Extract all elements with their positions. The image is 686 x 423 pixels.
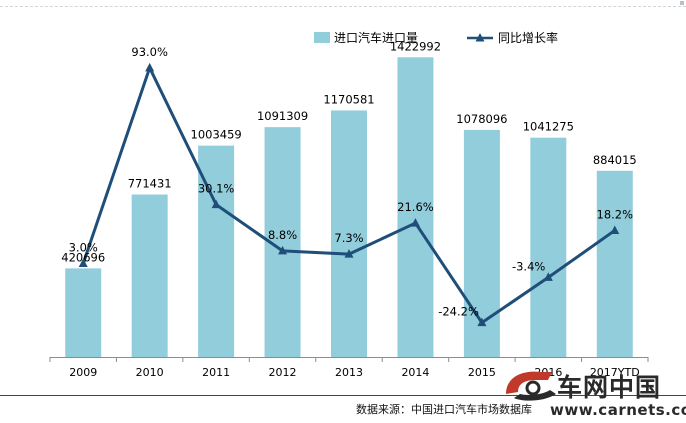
growth-marker-2011 [211, 199, 221, 209]
x-tick-label-2013: 2013 [335, 366, 363, 379]
carnets-logo-name: 车网中国 [557, 373, 662, 402]
x-tick-label-2015: 2015 [468, 366, 496, 379]
x-tick-label-2012: 2012 [269, 366, 297, 379]
bar-2014 [397, 57, 434, 357]
growth-marker-2009 [78, 258, 88, 268]
top-rule [0, 6, 686, 7]
bar-2009 [65, 268, 102, 357]
growth-rate-label: 3.0% [69, 241, 98, 255]
bar-value-label: 1041275 [523, 120, 574, 134]
bottom-rule [0, 395, 686, 396]
corner-marker [680, 1, 684, 5]
growth-marker-2017YTD [610, 225, 620, 234]
chart-plot: 200920102011201220132014201520162017YTD … [49, 30, 649, 379]
carnets-logo-mark [506, 371, 556, 401]
bar-value-label: 1422992 [390, 39, 441, 53]
growth-marker-2015 [477, 317, 487, 327]
x-tick-label-2010: 2010 [136, 366, 164, 379]
growth-marker-2012 [278, 245, 288, 255]
growth-marker-2016 [543, 272, 553, 281]
legend-swatch-volume [314, 32, 330, 43]
bar-value-label: 1078096 [456, 112, 507, 126]
bar-value-label: 1170581 [323, 92, 374, 106]
growth-rate-label: -3.4% [512, 259, 545, 273]
bar-2013 [331, 110, 367, 357]
growth-marker-2013 [344, 249, 354, 258]
bar-2010 [131, 194, 168, 357]
growth-rate-label: 30.1% [198, 182, 235, 196]
bar-2017YTD [596, 170, 633, 357]
growth-rate-label: 18.2% [597, 207, 634, 221]
x-tick-label-2017YTD: 2017YTD [590, 366, 640, 379]
bar-value-label: 771431 [128, 177, 172, 191]
growth-rate-label: 8.8% [268, 228, 297, 242]
growth-marker-2010 [145, 62, 155, 72]
carnets-logo-url: www.carnets.com [550, 401, 686, 419]
legend-label-growth: 同比增长率 [498, 30, 558, 45]
legend-marker-growth [475, 33, 485, 42]
growth-rate-label: -24.2% [438, 305, 479, 319]
bar-2016 [530, 137, 567, 357]
bar-value-label: 1091309 [257, 109, 308, 123]
growth-marker-2014 [410, 218, 420, 227]
growth-rate-label: 93.0% [131, 45, 168, 59]
bar-value-label: 420696 [61, 250, 105, 264]
x-tick-label-2009: 2009 [69, 366, 97, 379]
growth-rate-label: 21.6% [397, 200, 434, 214]
bar-value-label: 884015 [593, 153, 637, 167]
legend-label-volume: 进口汽车进口量 [334, 30, 418, 45]
carnets-logo[interactable]: 车网中国 www.carnets.com [500, 364, 686, 422]
growth-rate-label: 7.3% [334, 231, 363, 245]
x-tick-label-2014: 2014 [401, 366, 429, 379]
x-tick-label-2011: 2011 [202, 366, 230, 379]
bar-value-label: 1003459 [191, 128, 242, 142]
source-note: 数据来源：中国进口汽车市场数据库 [356, 403, 532, 416]
